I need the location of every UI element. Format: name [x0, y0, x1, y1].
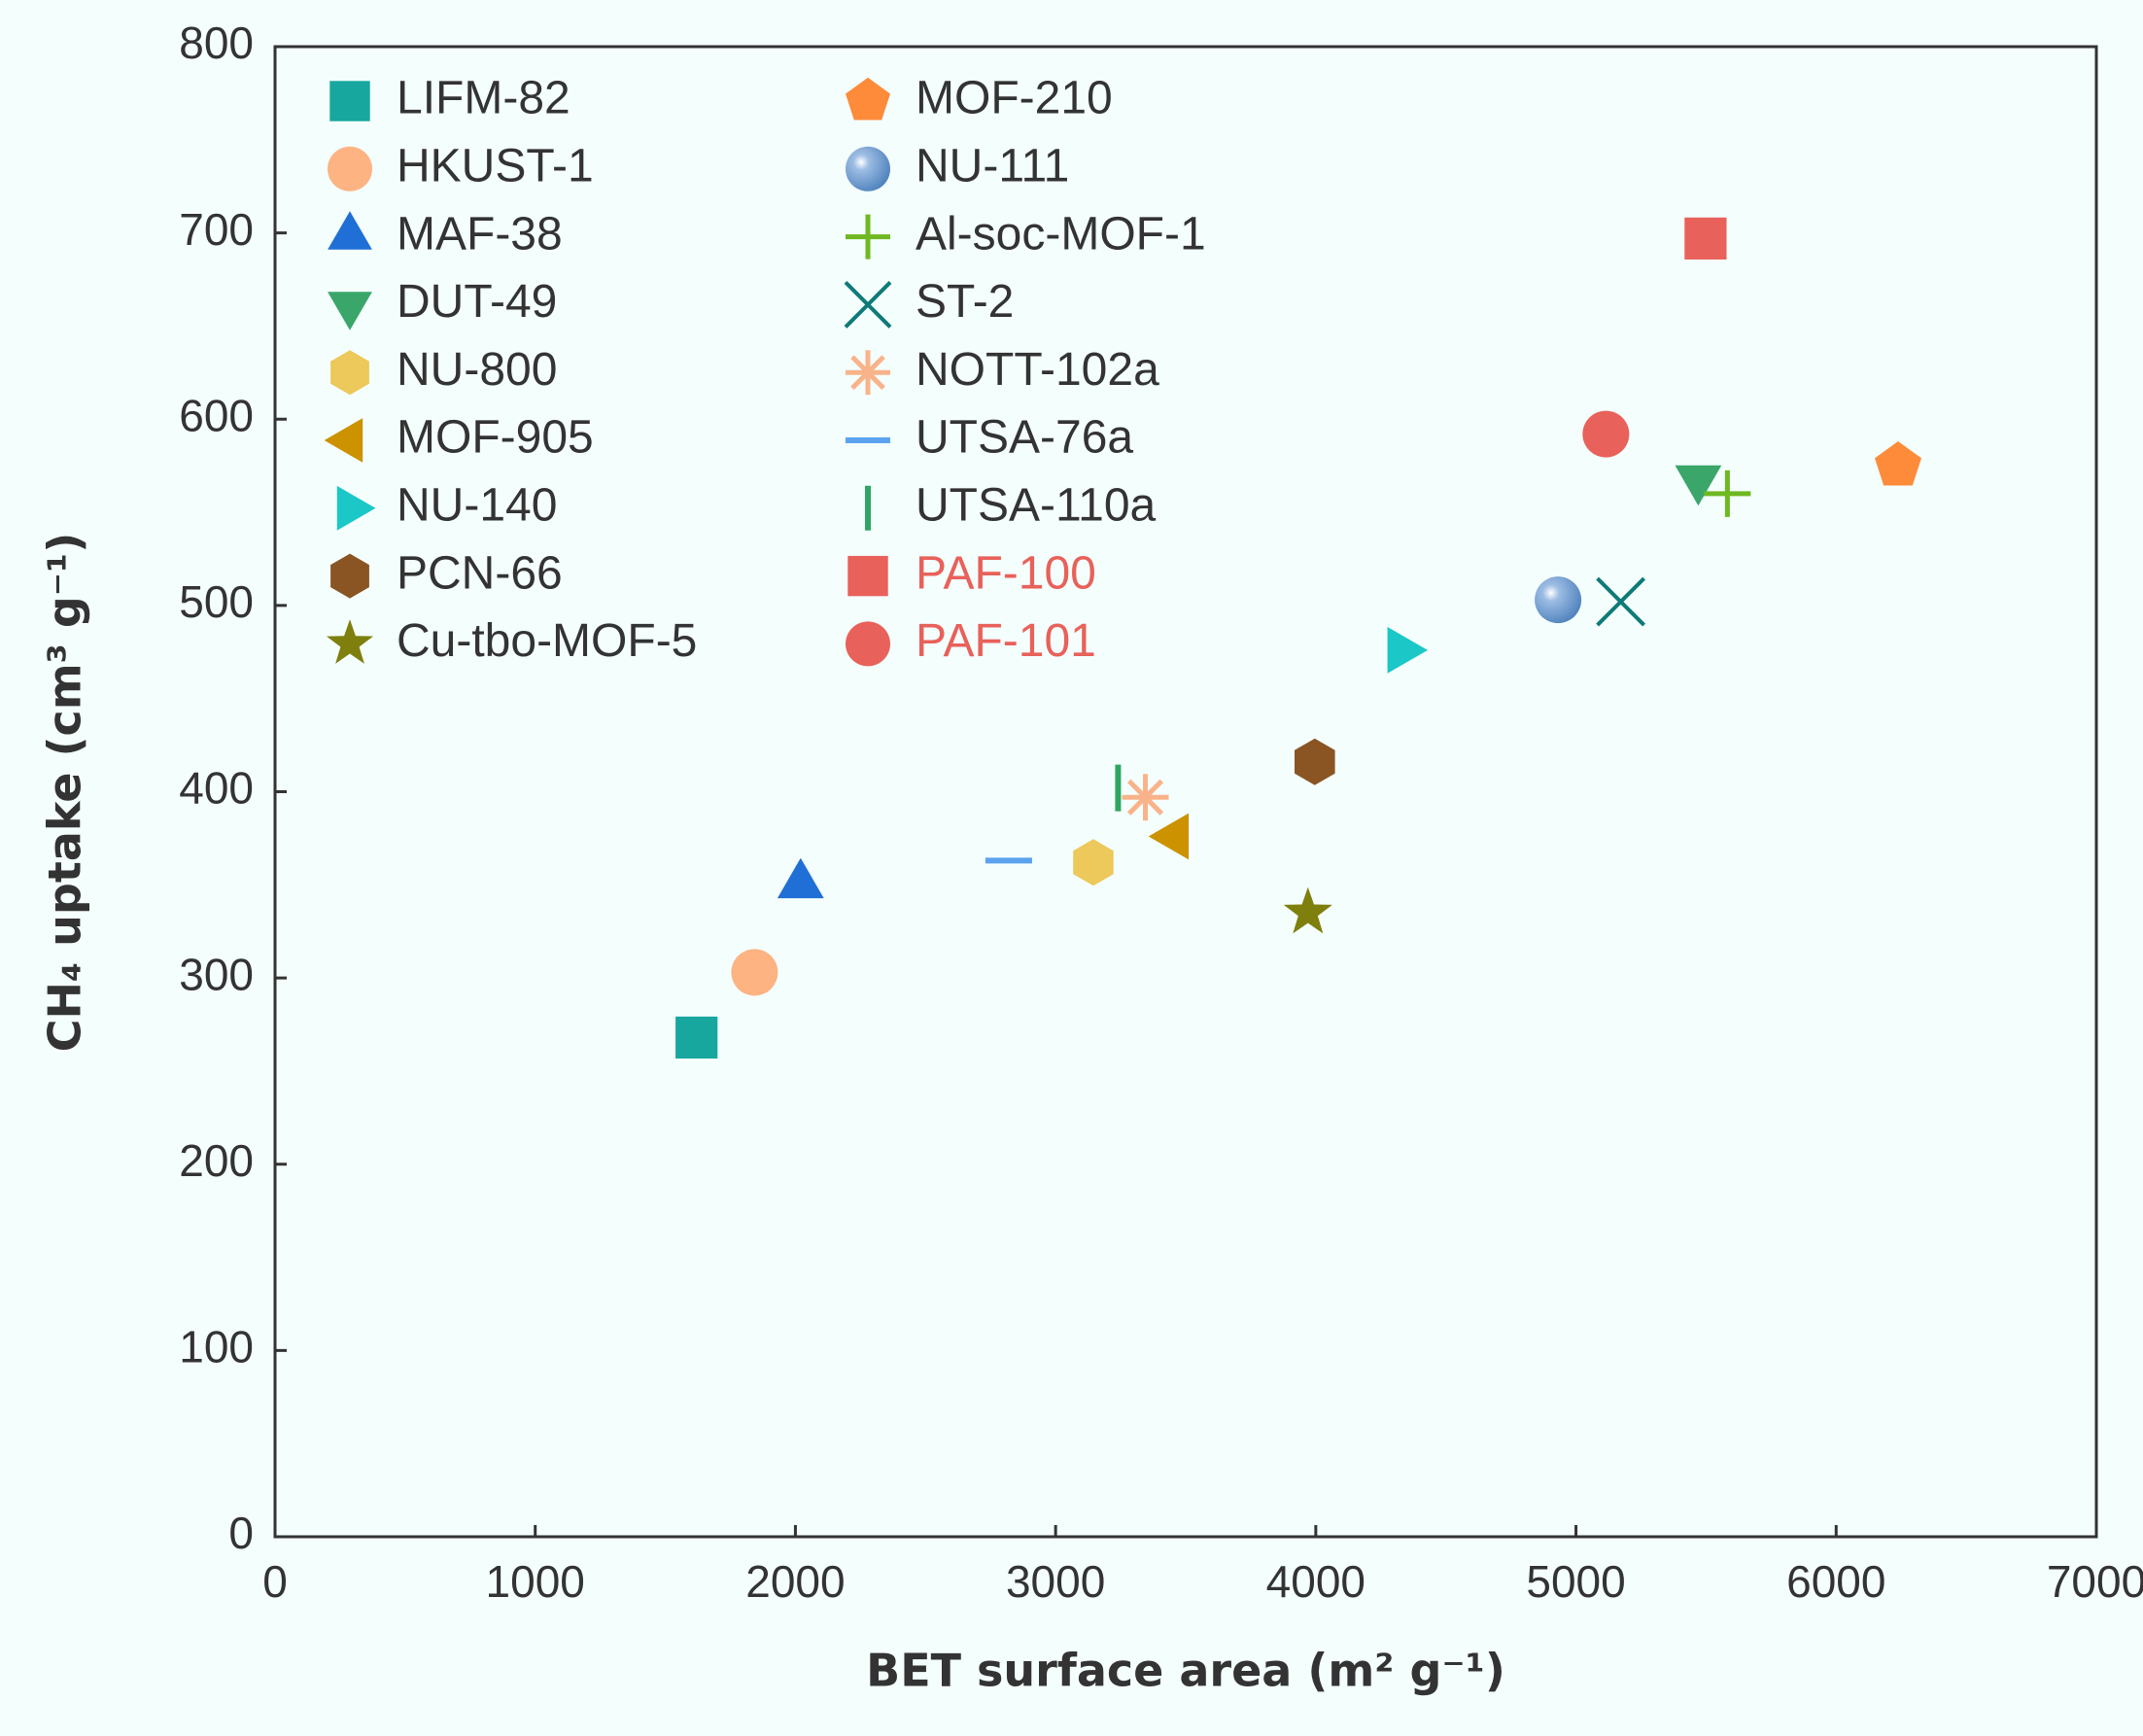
- x-tick-label: 3000: [1006, 1556, 1105, 1607]
- y-tick-label: 0: [228, 1508, 254, 1558]
- legend-label: Cu-tbo-MOF-5: [397, 615, 697, 667]
- legend-label: NU-140: [397, 479, 557, 531]
- y-tick-label: 600: [179, 390, 254, 440]
- legend-marker: [846, 621, 890, 667]
- legend-marker: [330, 553, 369, 599]
- data-point: [1875, 441, 1921, 486]
- data-point: [1387, 627, 1428, 674]
- x-tick-label: 4000: [1266, 1556, 1365, 1607]
- y-tick-label: 100: [179, 1322, 254, 1372]
- y-tick-label: 400: [179, 763, 254, 814]
- x-tick-label: 5000: [1526, 1556, 1625, 1607]
- data-point: [1535, 576, 1582, 624]
- legend-label: MAF-38: [397, 208, 563, 260]
- legend-label: PCN-66: [397, 547, 563, 599]
- x-axis-title: BET surface area (m² g⁻¹): [866, 1645, 1505, 1697]
- data-point: [1582, 410, 1630, 458]
- legend-label: LIFM-82: [397, 73, 570, 124]
- legend-marker: [846, 350, 890, 396]
- x-tick-label: 6000: [1786, 1556, 1885, 1607]
- x-tick-label: 1000: [486, 1556, 585, 1607]
- data-point: [1148, 813, 1190, 860]
- y-tick-label: 300: [179, 949, 254, 999]
- legend-marker: [847, 555, 888, 597]
- legend-label: NU-800: [397, 344, 557, 396]
- data-point: [1596, 576, 1646, 627]
- legend-marker: [328, 146, 372, 191]
- legend-label: PAF-100: [916, 547, 1096, 599]
- data-point: [731, 949, 778, 996]
- x-tick-label: 2000: [745, 1556, 845, 1607]
- legend-label: NOTT-102a: [916, 344, 1159, 396]
- data-point: [1122, 774, 1169, 821]
- legend-marker: [330, 350, 369, 396]
- y-tick-label: 200: [179, 1135, 254, 1186]
- data-point: [1283, 886, 1332, 934]
- legend-marker: [328, 292, 372, 330]
- x-tick-label: 7000: [2047, 1556, 2143, 1607]
- legend-marker: [336, 485, 376, 531]
- legend-label: HKUST-1: [397, 140, 594, 191]
- legend-marker: [846, 77, 890, 121]
- legend-marker: [324, 418, 363, 463]
- legend-label: UTSA-110a: [916, 479, 1157, 531]
- data-point: [1073, 839, 1114, 886]
- x-tick-label: 0: [262, 1556, 288, 1607]
- legend-marker: [328, 211, 372, 250]
- legend-label: PAF-101: [916, 615, 1096, 667]
- legend-marker: [846, 214, 890, 260]
- data-point: [1684, 217, 1727, 260]
- data-point: [1704, 469, 1751, 517]
- legend-label: ST-2: [916, 276, 1014, 328]
- y-axis-title: CH₄ uptake (cm³ g⁻¹): [39, 533, 91, 1052]
- data-point: [777, 857, 824, 899]
- legend-marker: [326, 619, 374, 664]
- legend-label: Al-soc-MOF-1: [916, 208, 1206, 260]
- legend-label: UTSA-76a: [916, 412, 1133, 464]
- legend-label: DUT-49: [397, 276, 557, 328]
- legend-marker: [329, 81, 370, 122]
- legend-marker: [846, 146, 890, 191]
- data-point: [1675, 465, 1722, 506]
- y-tick-label: 800: [179, 17, 254, 68]
- y-tick-label: 500: [179, 576, 254, 627]
- legend-label: MOF-905: [397, 412, 594, 464]
- data-point: [675, 1016, 718, 1059]
- legend-label: NU-111: [916, 140, 1069, 191]
- data-point: [1295, 738, 1335, 785]
- legend-label: MOF-210: [916, 73, 1113, 124]
- plot-frame: [273, 45, 2098, 1539]
- legend-marker: [844, 280, 892, 329]
- y-tick-label: 700: [179, 204, 254, 255]
